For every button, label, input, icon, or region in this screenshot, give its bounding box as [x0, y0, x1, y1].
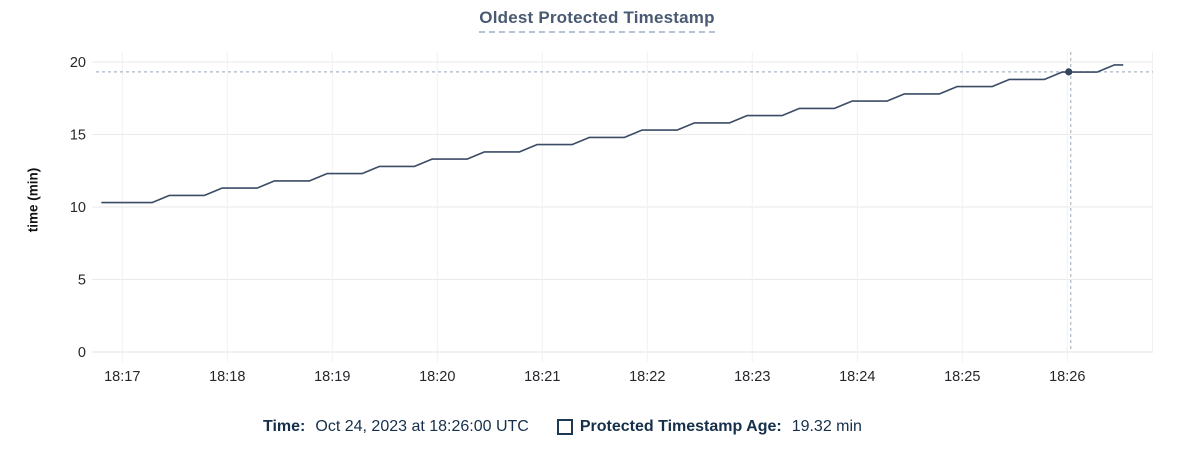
series-line — [101, 64, 1124, 204]
chart-plot-area[interactable]: 0 5 10 15 20 18:17 18:18 18:19 18:20 18:21 18:22 18… — [0, 0, 1194, 400]
x-tick-label: 18:21 — [524, 369, 560, 385]
y-tick-label: 0 — [78, 345, 86, 361]
x-tick-label: 18:17 — [104, 369, 140, 385]
chart-title-row: Oldest Protected Timestamp — [0, 8, 1194, 33]
x-tick-label: 18:23 — [734, 369, 770, 385]
x-tick-label: 18:25 — [944, 369, 980, 385]
y-tick-label: 10 — [70, 200, 86, 216]
data-point-marker — [1065, 68, 1073, 76]
chart-legend: Time: Oct 24, 2023 at 18:26:00 UTC Prote… — [263, 418, 862, 436]
y-tick-label: 15 — [70, 128, 86, 144]
y-tick-label: 5 — [78, 273, 86, 289]
legend-series-toggle[interactable]: Protected Timestamp Age: 19.32 min — [556, 418, 862, 436]
series-checkbox-icon[interactable] — [556, 419, 573, 435]
legend-series-label: Protected Timestamp Age: — [579, 418, 782, 435]
chart-title[interactable]: Oldest Protected Timestamp — [479, 8, 715, 33]
x-tick-label: 18:18 — [209, 369, 245, 385]
x-tick-label: 18:19 — [314, 369, 350, 385]
x-tick-label: 18:20 — [419, 369, 455, 385]
x-tick-label: 18:24 — [839, 369, 875, 385]
legend-time-label: Time: — [263, 418, 306, 435]
legend-time-value: Oct 24, 2023 at 18:26:00 UTC — [315, 418, 529, 435]
y-tick-label: 20 — [70, 55, 86, 71]
legend-series-value: 19.32 min — [791, 418, 862, 435]
x-tick-label: 18:22 — [629, 369, 665, 385]
x-tick-label: 18:26 — [1049, 369, 1085, 385]
